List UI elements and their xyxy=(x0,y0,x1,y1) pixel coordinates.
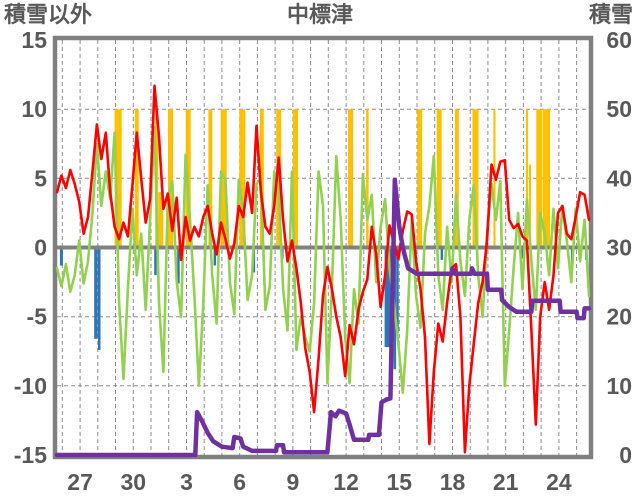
orange-bar xyxy=(436,109,442,248)
blue-bar xyxy=(213,247,217,266)
orange-bar xyxy=(293,109,298,248)
left-axis-tick: 0 xyxy=(34,235,47,261)
blue-bar xyxy=(59,247,63,266)
x-axis-tick: 18 xyxy=(440,469,466,495)
station-title: 中標津 xyxy=(286,2,354,27)
orange-bar xyxy=(239,109,246,248)
left-axis-tick: 5 xyxy=(34,165,47,191)
left-axis-tick: -10 xyxy=(14,373,47,399)
x-axis-tick: 30 xyxy=(121,469,147,495)
red-line xyxy=(55,84,591,454)
right-axis-tick: 10 xyxy=(606,373,632,399)
right-axis-tick: 40 xyxy=(606,165,632,191)
x-axis-tick: 24 xyxy=(546,469,572,495)
orange-bar xyxy=(134,109,139,248)
x-axis-tick: 15 xyxy=(387,469,413,495)
blue-bar xyxy=(94,247,98,339)
orange-bar xyxy=(366,109,369,248)
orange-bar xyxy=(542,109,550,248)
plot-frame xyxy=(52,35,594,460)
blue-bar xyxy=(154,247,157,276)
orange-bar xyxy=(276,109,282,248)
snow-depth-line xyxy=(54,177,592,458)
orange-bar xyxy=(208,109,213,248)
left-axis-tick: -5 xyxy=(27,304,48,330)
green-line xyxy=(55,125,591,395)
left-axis-tick: -15 xyxy=(14,442,47,468)
right-axis-title: 積雪 xyxy=(588,2,633,27)
orange-bar xyxy=(114,109,122,248)
orange-bar xyxy=(528,164,531,248)
left-axis-title: 積雪以外 xyxy=(4,2,93,27)
orange-bar xyxy=(525,109,528,248)
orange-bar xyxy=(536,109,543,248)
blue-bar xyxy=(98,247,101,350)
x-axis-tick: 12 xyxy=(333,469,359,495)
left-axis-tick: 15 xyxy=(21,27,47,53)
right-axis-tick: 50 xyxy=(606,96,632,122)
right-axis-tick: 30 xyxy=(606,235,632,261)
blue-bar xyxy=(440,247,444,260)
left-axis-tick: 10 xyxy=(21,96,47,122)
orange-bar xyxy=(158,192,164,248)
orange-bar xyxy=(472,109,479,248)
x-axis-tick: 21 xyxy=(493,469,519,495)
x-axis-tick: 27 xyxy=(67,469,93,495)
orange-bar xyxy=(417,109,423,248)
x-axis-tick: 6 xyxy=(233,469,246,495)
right-axis-tick: 20 xyxy=(606,304,632,330)
orange-bar xyxy=(454,109,459,248)
blue-bar xyxy=(384,247,393,348)
x-axis-tick: 3 xyxy=(180,469,193,495)
blue-bar xyxy=(177,247,180,284)
right-axis-tick: 60 xyxy=(606,27,632,53)
orange-bar xyxy=(168,109,173,248)
blue-bar xyxy=(396,247,399,334)
right-axis-tick: 0 xyxy=(619,442,632,468)
orange-bar xyxy=(348,109,353,248)
x-axis-tick: 9 xyxy=(287,469,300,495)
